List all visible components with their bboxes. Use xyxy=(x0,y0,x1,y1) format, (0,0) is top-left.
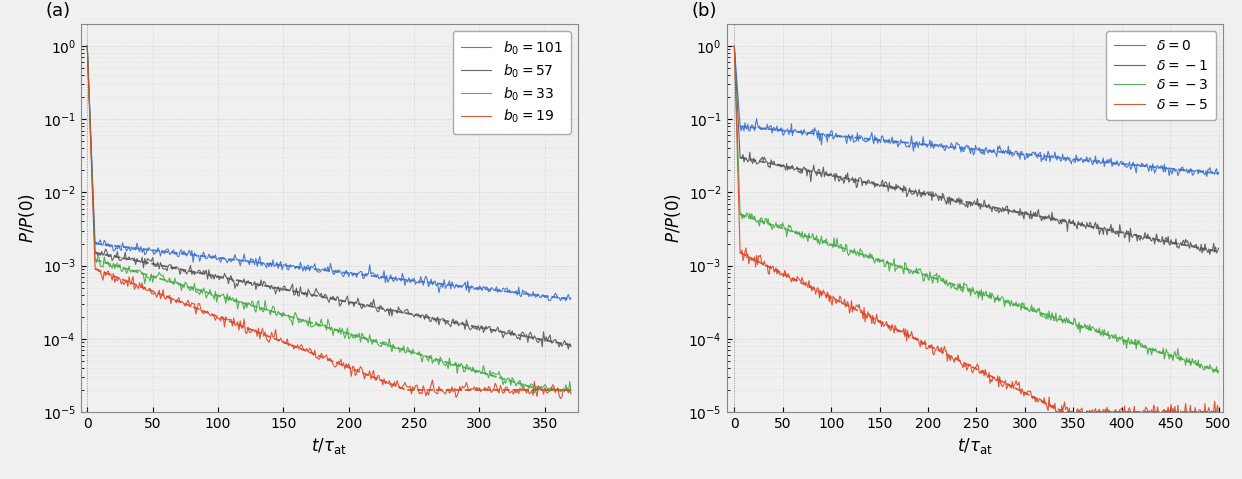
$\delta=-1$ xyxy=(1045,209,1059,215)
$b_0=57$ xyxy=(358,304,373,309)
$b_0=57$ xyxy=(564,344,579,350)
$b_0=19$ xyxy=(289,344,304,350)
Y-axis label: $P/P(0)$: $P/P(0)$ xyxy=(663,193,683,243)
$\delta=0$ xyxy=(1128,166,1143,171)
$b_0=33$ xyxy=(527,390,542,396)
$\delta=-3$ xyxy=(1211,368,1226,374)
$b_0=33$ xyxy=(564,388,579,394)
$\delta=-5$ xyxy=(727,43,741,49)
$b_0=57$ xyxy=(489,327,504,333)
$b_0=101$ xyxy=(289,263,304,269)
$b_0=101$ xyxy=(481,289,496,295)
$b_0=19$ xyxy=(489,383,504,389)
$\delta=-3$ xyxy=(1210,370,1225,376)
$\delta=-1$ xyxy=(1202,251,1217,257)
$\delta=-3$ xyxy=(1128,336,1143,342)
$b_0=33$ xyxy=(355,333,370,339)
$\delta=-5$ xyxy=(1045,405,1059,411)
$\delta=-3$ xyxy=(1045,310,1059,316)
$\delta=0$ xyxy=(1200,173,1215,179)
$\delta=-3$ xyxy=(903,268,918,274)
$b_0=33$ xyxy=(489,371,504,377)
$b_0=33$ xyxy=(481,375,496,381)
$\delta=0$ xyxy=(867,133,882,138)
X-axis label: $t/\tau_{\mathrm{at}}$: $t/\tau_{\mathrm{at}}$ xyxy=(312,436,347,456)
$\delta=0$ xyxy=(727,43,741,49)
Y-axis label: $P/P(0)$: $P/P(0)$ xyxy=(17,193,37,243)
$b_0=101$ xyxy=(79,43,94,49)
$b_0=33$ xyxy=(79,43,94,49)
$\delta=-1$ xyxy=(727,43,741,49)
$b_0=19$ xyxy=(79,43,94,49)
$\delta=-1$ xyxy=(1211,245,1226,251)
$\delta=-3$ xyxy=(727,43,741,49)
Line: $\delta=-3$: $\delta=-3$ xyxy=(734,46,1218,373)
$b_0=101$ xyxy=(358,271,373,276)
$\delta=-5$ xyxy=(903,333,918,339)
$\delta=-1$ xyxy=(867,184,882,190)
$b_0=19$ xyxy=(358,372,373,378)
$\delta=-1$ xyxy=(1128,232,1143,238)
$\delta=-3$ xyxy=(1038,316,1053,322)
$b_0=101$ xyxy=(145,248,160,254)
Text: (a): (a) xyxy=(46,2,71,20)
Line: $b_0=101$: $b_0=101$ xyxy=(87,46,571,301)
$\delta=-3$ xyxy=(867,260,882,266)
$\delta=-5$ xyxy=(867,321,882,327)
$b_0=101$ xyxy=(355,276,370,282)
$\delta=0$ xyxy=(1211,170,1226,175)
$\delta=-1$ xyxy=(847,180,862,186)
Line: $b_0=33$: $b_0=33$ xyxy=(87,46,571,393)
$b_0=57$ xyxy=(79,43,94,49)
Line: $\delta=-1$: $\delta=-1$ xyxy=(734,46,1218,254)
X-axis label: $t/\tau_{\mathrm{at}}$: $t/\tau_{\mathrm{at}}$ xyxy=(958,436,992,456)
$\delta=0$ xyxy=(1038,158,1053,164)
$b_0=19$ xyxy=(145,291,160,297)
$b_0=19$ xyxy=(355,370,370,376)
Line: $b_0=19$: $b_0=19$ xyxy=(87,46,571,399)
Legend: $\delta=0$, $\delta=-1$, $\delta=-3$, $\delta=-5$: $\delta=0$, $\delta=-1$, $\delta=-3$, $\… xyxy=(1105,31,1216,120)
$\delta=-5$ xyxy=(1184,416,1199,422)
$b_0=57$ xyxy=(481,324,496,330)
Legend: $b_0=101$, $b_0=57$, $b_0=33$, $b_0=19$: $b_0=101$, $b_0=57$, $b_0=33$, $b_0=19$ xyxy=(452,31,570,134)
$\delta=0$ xyxy=(1045,152,1059,158)
$b_0=57$ xyxy=(355,302,370,308)
$b_0=57$ xyxy=(145,255,160,261)
$b_0=19$ xyxy=(553,396,568,401)
$\delta=-1$ xyxy=(903,189,918,195)
Line: $\delta=-5$: $\delta=-5$ xyxy=(734,46,1218,419)
$b_0=33$ xyxy=(289,313,304,319)
$b_0=101$ xyxy=(489,284,504,290)
$b_0=57$ xyxy=(561,346,576,352)
$\delta=-5$ xyxy=(847,306,862,311)
$\delta=0$ xyxy=(847,139,862,145)
$\delta=0$ xyxy=(903,140,918,146)
$\delta=-5$ xyxy=(1211,414,1226,420)
Line: $\delta=0$: $\delta=0$ xyxy=(734,46,1218,176)
Line: $b_0=57$: $b_0=57$ xyxy=(87,46,571,349)
$\delta=-5$ xyxy=(1128,414,1143,420)
$b_0=19$ xyxy=(481,384,496,389)
$\delta=-1$ xyxy=(1038,216,1053,222)
$b_0=101$ xyxy=(564,295,579,301)
$b_0=19$ xyxy=(564,391,579,397)
$b_0=101$ xyxy=(559,298,574,304)
Text: (b): (b) xyxy=(692,2,718,20)
$b_0=33$ xyxy=(358,335,373,341)
$\delta=-3$ xyxy=(847,246,862,251)
$\delta=-5$ xyxy=(1038,401,1053,407)
$b_0=33$ xyxy=(145,279,160,285)
$b_0=57$ xyxy=(289,285,304,291)
